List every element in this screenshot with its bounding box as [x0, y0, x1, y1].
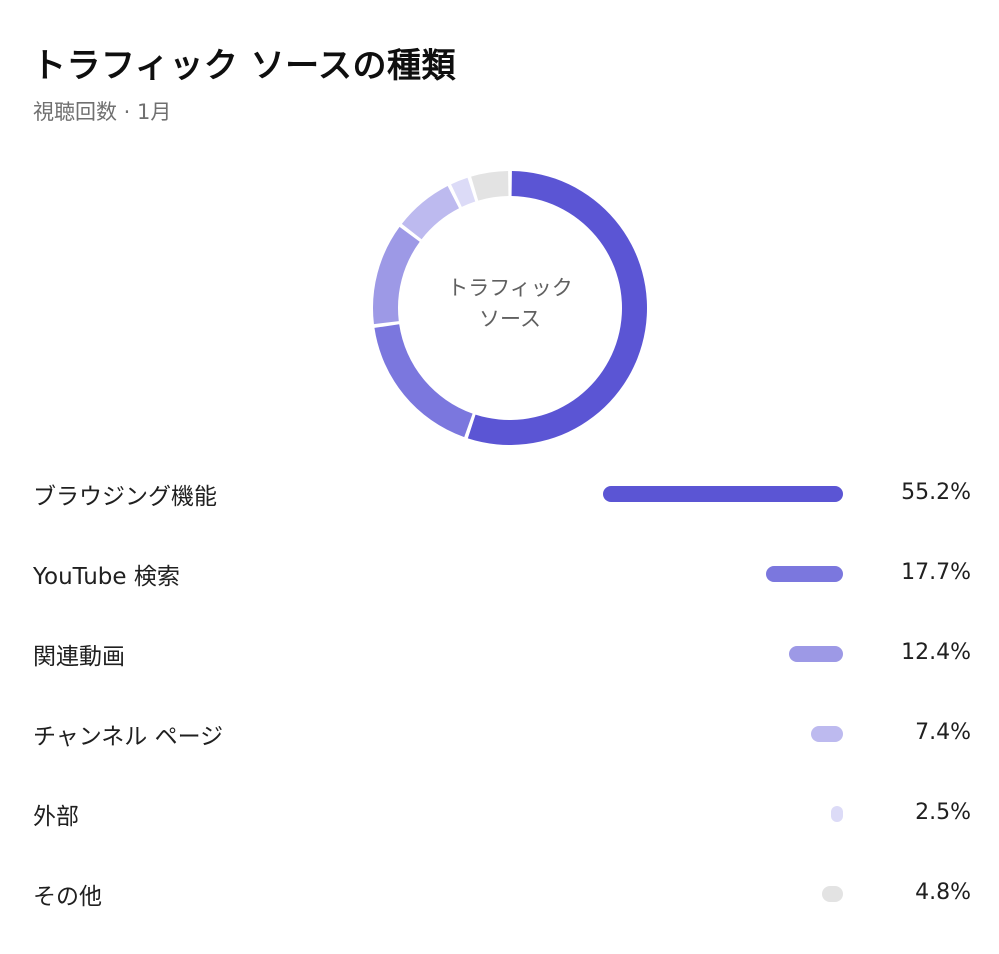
traffic-source-row[interactable]: YouTube 検索 17.7% [0, 535, 999, 615]
traffic-source-bar [603, 486, 843, 502]
donut-slice-1[interactable] [467, 171, 647, 445]
traffic-source-bar [789, 646, 843, 662]
traffic-source-percent: 7.4% [915, 720, 971, 745]
traffic-source-bar-track [603, 486, 843, 502]
traffic-source-row[interactable]: その他 4.8% [0, 855, 999, 935]
traffic-source-percent: 4.8% [915, 880, 971, 905]
donut-slice-5[interactable] [451, 177, 476, 207]
chart-title: トラフィック ソースの種類 [32, 46, 456, 86]
traffic-source-bar-track [603, 806, 843, 822]
traffic-source-percent: 12.4% [901, 640, 971, 665]
traffic-source-percent: 55.2% [901, 480, 971, 505]
traffic-source-label: チャンネル ページ [33, 724, 224, 750]
traffic-source-bar-track [603, 646, 843, 662]
traffic-source-label: その他 [33, 884, 102, 910]
donut-slice-4[interactable] [401, 186, 460, 240]
traffic-source-bar-track [603, 566, 843, 582]
traffic-source-row[interactable]: 外部 2.5% [0, 775, 999, 855]
donut-center-label: トラフィック ソース [447, 276, 573, 331]
donut-slice-2[interactable] [374, 324, 473, 438]
donut-slice-6[interactable] [471, 171, 509, 201]
traffic-source-bar [822, 886, 843, 902]
chart-subtitle: 視聴回数 · 1月 [33, 100, 172, 124]
traffic-source-bar-track [603, 886, 843, 902]
traffic-source-label: 関連動画 [33, 644, 125, 670]
traffic-source-percent: 2.5% [915, 800, 971, 825]
traffic-source-row[interactable]: ブラウジング機能 55.2% [0, 455, 999, 535]
donut-slice-3[interactable] [373, 226, 420, 325]
traffic-source-bar [810, 726, 843, 742]
traffic-source-row[interactable]: 関連動画 12.4% [0, 615, 999, 695]
traffic-source-bar [766, 566, 843, 582]
traffic-source-percent: 17.7% [901, 560, 971, 585]
traffic-source-label: ブラウジング機能 [33, 484, 217, 510]
traffic-source-label: 外部 [33, 804, 79, 830]
donut-chart [373, 171, 647, 445]
traffic-source-label: YouTube 検索 [33, 564, 180, 590]
traffic-source-bar [831, 806, 843, 822]
traffic-source-row[interactable]: チャンネル ページ 7.4% [0, 695, 999, 775]
traffic-source-bar-track [603, 726, 843, 742]
